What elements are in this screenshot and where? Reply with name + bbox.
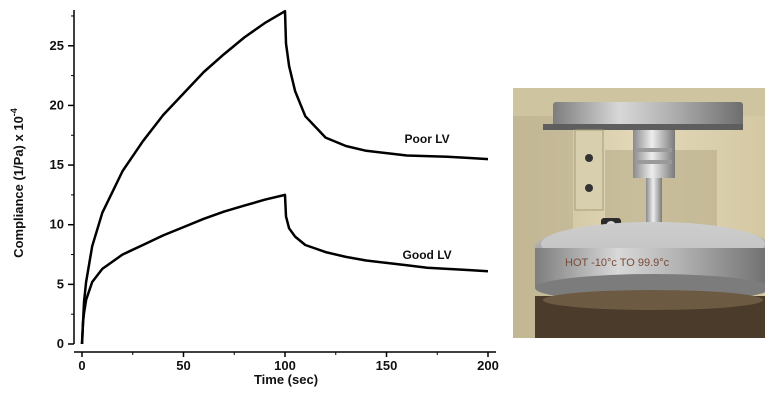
series-line-good-lv <box>80 193 489 345</box>
x-tick-label: 0 <box>78 358 85 373</box>
temperature-range-text: HOT -10°c TO 99.9°c <box>565 257 670 269</box>
chart-svg: 0 50 100 150 200 0 5 10 15 20 25 Poor LV Good LV Ti… <box>9 9 499 387</box>
y-tick-label: 0 <box>57 336 64 351</box>
series-label-good-lv: Good LV <box>403 248 452 262</box>
x-tick-label: 50 <box>176 358 190 373</box>
y-axis-label: Compliance (1/Pa) x 10-4 <box>9 108 26 258</box>
ticks: 0 50 100 150 200 0 5 10 15 20 25 <box>50 15 499 373</box>
x-tick-label: 100 <box>274 358 296 373</box>
rheometer-image: HOT -10°c TO 99.9°c <box>513 88 765 338</box>
spindle-chuck <box>633 130 675 178</box>
series-group: Poor LV Good LV <box>80 9 489 345</box>
x-tick-label: 150 <box>376 358 398 373</box>
y-tick-label: 5 <box>57 276 64 291</box>
y-tick-label: 15 <box>50 157 64 172</box>
series-label-poor-lv: Poor LV <box>405 132 450 146</box>
y-tick-label: 10 <box>50 217 64 232</box>
axes <box>73 10 496 353</box>
rheometer-photo: HOT -10°c TO 99.9°c <box>513 88 765 338</box>
compliance-chart: 0 50 100 150 200 0 5 10 15 20 25 Poor LV Good LV Ti… <box>9 9 499 387</box>
upper-housing <box>553 102 743 128</box>
y-tick-label: 20 <box>50 97 64 112</box>
left-column <box>574 129 604 211</box>
spindle-shaft <box>646 178 662 228</box>
y-axis-label-text: Compliance (1/Pa) x 10 <box>11 116 26 258</box>
x-tick-label: 200 <box>477 358 499 373</box>
y-tick-label: 25 <box>50 38 64 53</box>
screw-icon <box>585 154 593 162</box>
screw-icon <box>585 184 593 192</box>
x-axis-label: Time (sec) <box>254 372 318 387</box>
series-line-poor-lv <box>80 9 489 345</box>
y-axis-label-exponent: -4 <box>9 108 19 116</box>
